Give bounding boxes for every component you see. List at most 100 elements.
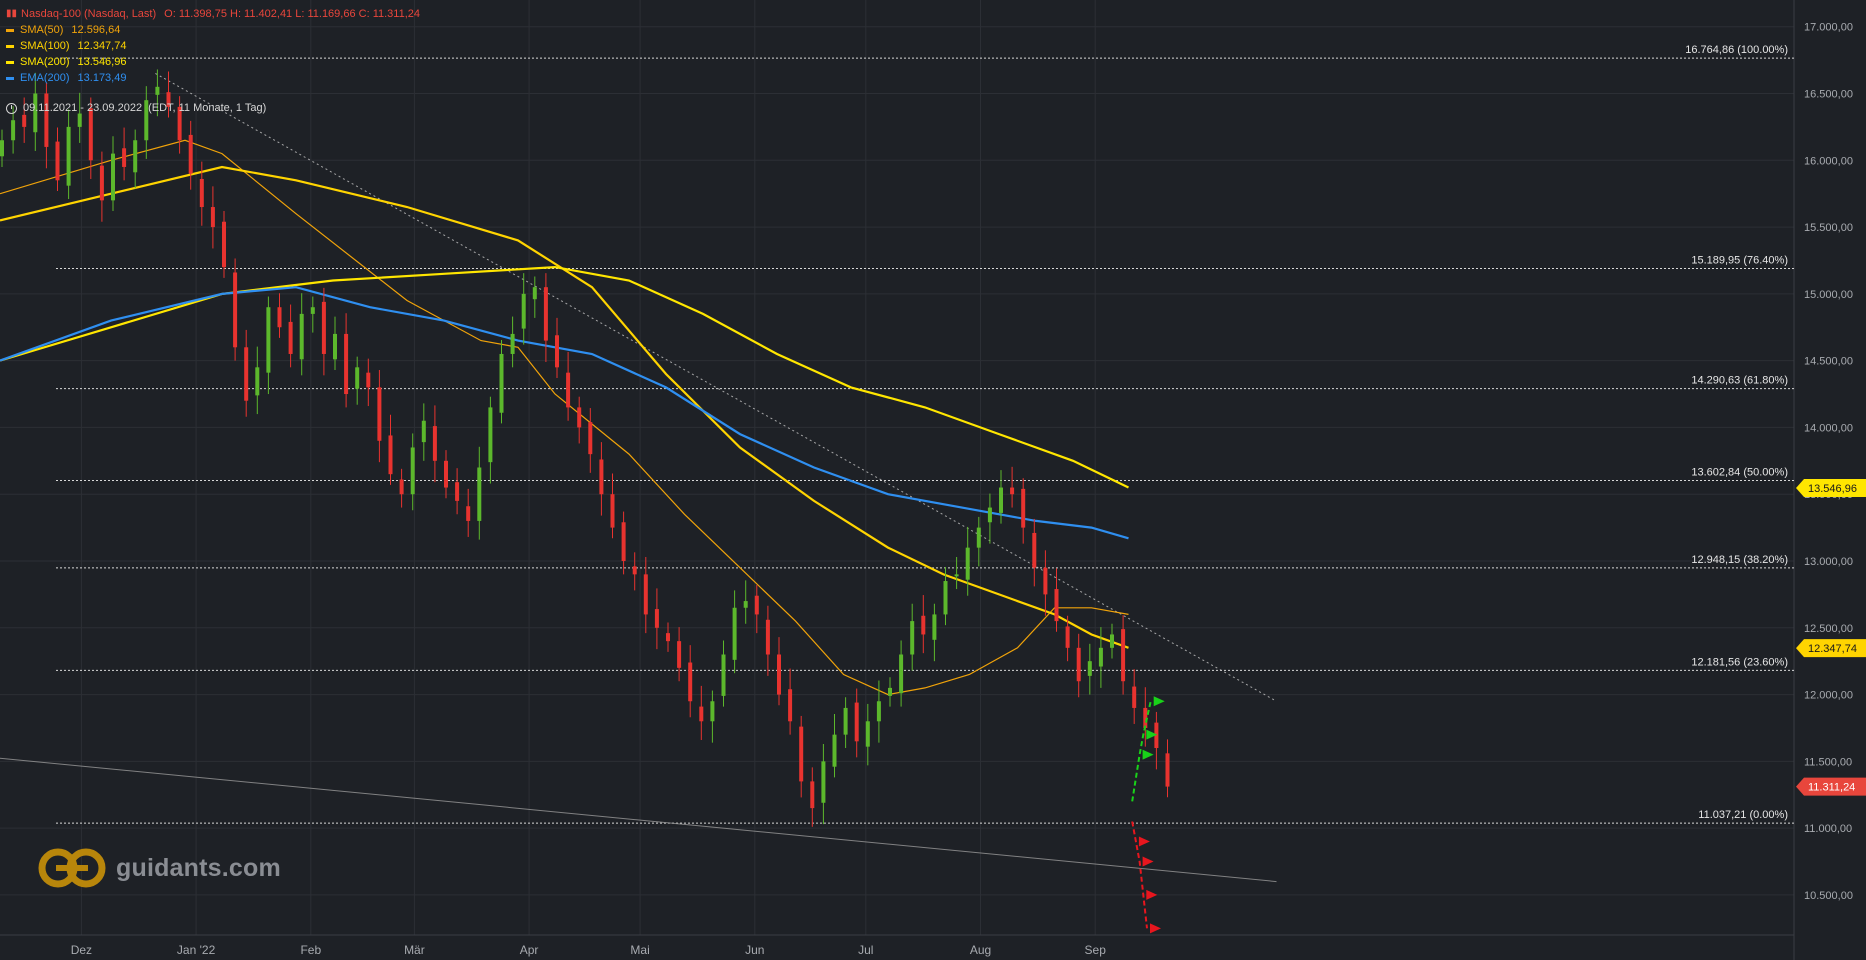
y-tick-label: 16.000,00	[1804, 155, 1853, 167]
candle-body	[188, 134, 193, 174]
logo-text: guidants.com	[116, 853, 281, 882]
candle-body	[344, 333, 349, 395]
candle-body	[699, 706, 704, 722]
candle-body	[1143, 707, 1148, 728]
x-tick-label: Sep	[1085, 943, 1107, 957]
guidants-logo: guidants.com	[38, 848, 281, 888]
candle-body	[788, 689, 793, 722]
candle-body	[210, 207, 215, 228]
scenario-arrow-bearish	[1150, 923, 1161, 934]
candle-body	[0, 140, 4, 157]
candle-body	[277, 307, 282, 328]
candle-body	[421, 420, 426, 443]
legend-item-sma200[interactable]: SMA(200) 13.546,96	[6, 54, 420, 70]
legend-value: 12.596,64	[71, 24, 121, 36]
price-tag	[1796, 478, 1866, 497]
x-tick-label: Jul	[858, 943, 873, 957]
candle-body	[144, 100, 149, 141]
candle-body	[799, 726, 804, 782]
candle-body	[444, 460, 448, 488]
scenario-arrow-bullish	[1153, 696, 1165, 707]
y-tick-label: 15.500,00	[1804, 222, 1853, 234]
candle-body	[688, 662, 693, 702]
ma-line-ema200	[0, 286, 1129, 540]
candle-body	[854, 702, 859, 742]
trendline	[155, 73, 1277, 702]
candle-body	[244, 347, 249, 401]
fibonacci-level-label: 14.290,63 (61.80%)	[1691, 375, 1788, 387]
scenario-path-bearish	[1131, 821, 1148, 929]
candle-body	[555, 335, 559, 368]
candle-body	[588, 422, 593, 455]
candle-body	[1087, 661, 1092, 676]
candle-body	[577, 407, 582, 428]
ohlc-values: O: 11.398,75 H: 11.402,41 L: 11.169,66 C…	[164, 8, 420, 20]
instrument-title: Nasdaq-100 (Nasdaq, Last)	[21, 8, 157, 20]
candle-body	[1065, 626, 1070, 648]
y-tick-label: 11.000,00	[1804, 823, 1852, 835]
candle-body	[499, 353, 504, 413]
candle-body	[310, 307, 315, 314]
candle-body	[743, 601, 748, 608]
candle-body	[1121, 629, 1126, 682]
candle-body	[477, 467, 482, 521]
candle-body	[621, 522, 626, 561]
candle-body	[643, 574, 648, 615]
candle-body	[1165, 753, 1170, 787]
candle-body	[943, 581, 948, 615]
x-tick-label: Feb	[300, 943, 321, 957]
candle-body	[333, 333, 337, 360]
legend-value: 13.173,49	[77, 72, 127, 84]
legend-item-sma50[interactable]: SMA(50) 12.596,64	[6, 22, 420, 38]
legend-item-sma100[interactable]: SMA(100) 12.347,74	[6, 38, 420, 54]
candle-body	[1154, 722, 1159, 748]
fibonacci-level-label: 11.037,21 (0.00%)	[1698, 809, 1788, 821]
candle-body	[321, 301, 326, 354]
x-tick-label: Jan '22	[177, 943, 216, 957]
candle-body	[99, 165, 104, 201]
scenario-arrow-bearish	[1138, 836, 1150, 847]
date-range[interactable]: 09.11.2021 - 23.09.2022 (EDT, 11 Monate,…	[6, 102, 266, 114]
fibonacci-level-label: 12.181,56 (23.60%)	[1691, 656, 1788, 668]
x-tick-label: Apr	[520, 943, 539, 957]
scenario-arrow-bearish	[1146, 889, 1158, 900]
candle-body	[222, 221, 226, 268]
candle-body	[88, 108, 93, 161]
candle-body	[765, 619, 770, 655]
candle-body	[122, 148, 127, 167]
candle-body	[976, 527, 981, 548]
ema200-swatch	[6, 76, 14, 80]
candle-body	[177, 106, 182, 141]
sma100-swatch	[6, 44, 14, 48]
price-tag-label: 11.311,24	[1808, 782, 1855, 794]
candle-body	[22, 114, 27, 127]
sma200-swatch	[6, 60, 14, 64]
chart-legend: ▮▮ Nasdaq-100 (Nasdaq, Last) O: 11.398,7…	[6, 6, 420, 86]
sma50-swatch	[6, 28, 14, 32]
candle-body	[632, 566, 637, 575]
y-tick-label: 11.500,00	[1804, 756, 1852, 768]
candle-body	[455, 482, 460, 501]
ma-line-sma50	[0, 139, 1129, 696]
candle-body	[366, 372, 371, 388]
candle-body	[999, 487, 1003, 513]
price-tag	[1796, 639, 1866, 658]
x-tick-label: Aug	[970, 943, 991, 957]
candle-body	[965, 547, 970, 580]
candle-body	[843, 707, 848, 735]
candle-body	[810, 781, 815, 809]
price-tag	[1796, 777, 1866, 796]
scenario-path-bullish	[1131, 701, 1152, 802]
candle-body	[1021, 488, 1026, 528]
candle-body	[66, 126, 71, 186]
candle-body	[155, 86, 160, 95]
candle-body	[44, 93, 49, 147]
candle-body	[1098, 647, 1103, 667]
candle-body	[233, 272, 238, 348]
candle-body	[288, 321, 293, 354]
candle-body	[77, 113, 82, 127]
legend-item-ema200[interactable]: EMA(200) 13.173,49	[6, 70, 420, 86]
candle-body	[388, 435, 393, 475]
y-tick-label: 16.500,00	[1804, 89, 1853, 101]
